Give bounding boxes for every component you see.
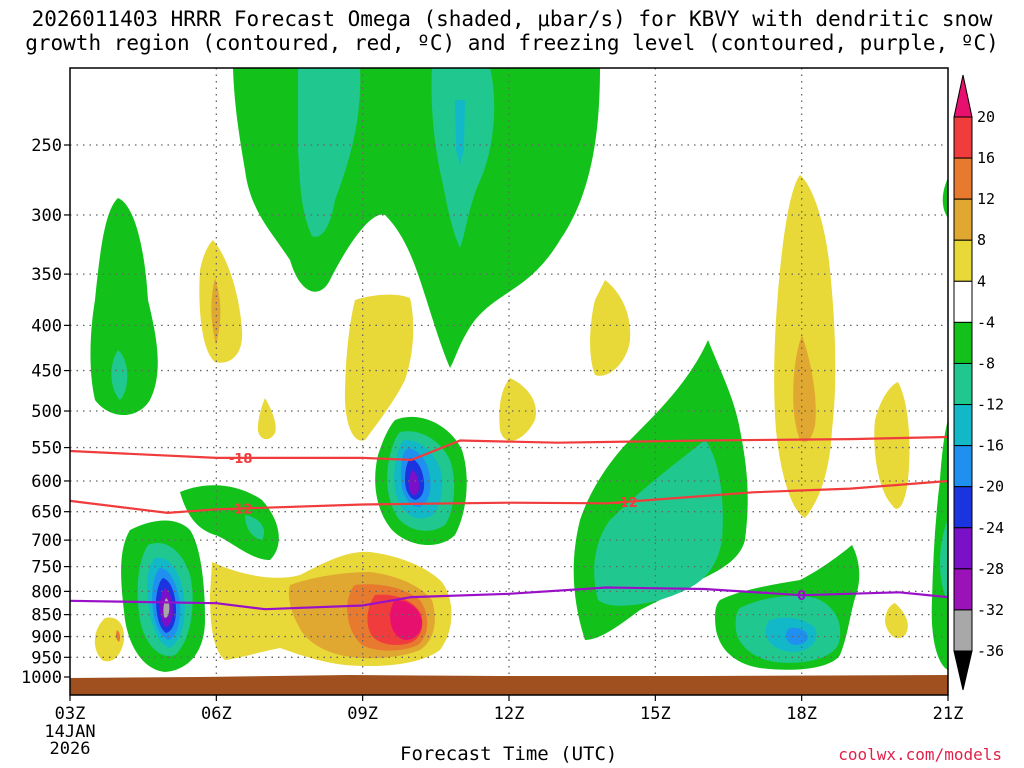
- watermark: coolwx.com/models: [838, 745, 1002, 764]
- colorbar-box: [953, 157, 973, 200]
- omega-region-yellow-c: [344, 294, 414, 441]
- colorbar-tick-label: -28: [977, 560, 1004, 578]
- colorbar-tick-label: 12: [977, 190, 995, 208]
- colorbar-tick-label: 20: [977, 108, 995, 126]
- contour-label: -12: [614, 496, 638, 511]
- x-tick-label: 06Z: [201, 704, 232, 724]
- omega-region-upper-teal: [298, 68, 361, 237]
- omega-region-lower-magenta: [390, 600, 423, 640]
- omega-region-yellow-a: [199, 240, 243, 363]
- x-start-date-label: 14JAN: [44, 722, 95, 742]
- omega-region-yellow-d: [499, 378, 536, 441]
- omega-shaded-field: [90, 68, 948, 672]
- colorbar-box: [953, 321, 973, 364]
- y-tick-label: 1000: [21, 668, 62, 688]
- omega-region-left-teal: [111, 350, 128, 400]
- y-axis: 2503003504004505005506006507007508008509…: [21, 136, 70, 688]
- colorbar-box: [953, 198, 973, 241]
- colorbar-box: [953, 486, 973, 529]
- ground-terrain: [70, 675, 948, 695]
- y-tick-label: 650: [31, 503, 62, 523]
- y-tick-label: 500: [31, 402, 62, 422]
- y-tick-label: 250: [31, 136, 62, 156]
- omega-region-right-edge-green-top: [942, 178, 948, 218]
- colorbar-tick-label: 4: [977, 272, 986, 290]
- y-tick-label: 950: [31, 648, 62, 668]
- temperature-contours: -18 -12 -12 0: [69, 435, 949, 611]
- omega-region-mid-purple: [408, 470, 419, 496]
- x-tick-label: 15Z: [640, 704, 671, 724]
- colorbar-box: [953, 527, 973, 570]
- omega-region-mid-right-teal: [594, 440, 723, 606]
- colorbar-tick-label: -20: [977, 478, 1004, 496]
- colorbar-tick-label: -16: [977, 437, 1004, 455]
- colorbar-cap-top: [953, 74, 973, 118]
- colorbar-tick-label: -36: [977, 642, 1004, 660]
- y-tick-label: 300: [31, 206, 62, 226]
- omega-region-yellow-left-small: [94, 617, 125, 662]
- colorbar-box: [953, 239, 973, 282]
- chart-title-line-1: 2026011403 HRRR Forecast Omega (shaded, …: [31, 7, 993, 31]
- omega-region-yellow-h: [885, 603, 908, 639]
- colorbar-box: [953, 445, 973, 488]
- colorbar-box: [953, 609, 973, 652]
- omega-region-upper-cyan: [455, 100, 465, 165]
- y-tick-label: 750: [31, 558, 62, 578]
- y-tick-label: 550: [31, 439, 62, 459]
- colorbar-tick-label: -24: [977, 519, 1004, 537]
- contour-line-2: [69, 586, 949, 611]
- omega-region-right-edge-green: [931, 420, 948, 670]
- omega-region-left-green: [90, 198, 158, 415]
- contour-label: -12: [229, 503, 253, 518]
- contour-label: -18: [229, 452, 253, 467]
- y-tick-label: 400: [31, 316, 62, 336]
- contour-label: 0: [797, 589, 806, 604]
- y-tick-label: 700: [31, 531, 62, 551]
- colorbar-box: [953, 280, 973, 323]
- omega-region-upper-green: [233, 68, 600, 368]
- x-tick-label: 21Z: [933, 704, 964, 724]
- x-tick-label: 18Z: [786, 704, 817, 724]
- y-tick-label: 450: [31, 362, 62, 382]
- x-tick-label: 09Z: [347, 704, 378, 724]
- x-axis-label: Forecast Time (UTC): [400, 743, 618, 765]
- chart-title-line-2: growth region (contoured, red, ºC) and f…: [25, 31, 999, 55]
- colorbar-tick-label: -12: [977, 396, 1004, 414]
- contour-line-0: [69, 435, 949, 462]
- y-tick-label: 900: [31, 628, 62, 648]
- omega-region-orange-a: [211, 278, 221, 345]
- colorbar: 20 16 12 8 4 -4 -8 -12 -16 -20 -24 -28 -32 -36: [953, 74, 1004, 691]
- omega-region-yellow-b: [257, 398, 276, 440]
- y-tick-label: 350: [31, 265, 62, 285]
- colorbar-box: [953, 116, 973, 159]
- omega-region-lower-right-blue: [786, 627, 808, 645]
- x-tick-label: 03Z: [55, 704, 86, 724]
- y-tick-label: 600: [31, 472, 62, 492]
- y-tick-label: 800: [31, 582, 62, 602]
- y-tick-label: 850: [31, 606, 62, 626]
- colorbar-box: [953, 568, 973, 611]
- colorbar-tick-label: 8: [977, 231, 986, 249]
- colorbar-cap-bottom: [953, 650, 973, 691]
- omega-region-yellow-g: [874, 382, 910, 509]
- x-start-date-label: 2026: [50, 739, 91, 759]
- omega-region-upper-teal-2: [431, 68, 495, 248]
- colorbar-tick-label: -32: [977, 601, 1004, 619]
- omega-region-lower-left-teal-2: [245, 515, 265, 540]
- omega-region-orange-f: [793, 335, 816, 442]
- omega-region-yellow-e: [590, 280, 631, 376]
- grid-lines: [70, 68, 948, 695]
- omega-region-lower-left-green-2: [180, 485, 279, 560]
- x-tick-label: 12Z: [494, 704, 525, 724]
- colorbar-box: [953, 404, 973, 447]
- colorbar-tick-label: -4: [977, 313, 995, 331]
- omega-region-orange-left-small: [115, 630, 121, 642]
- colorbar-box: [953, 362, 973, 406]
- colorbar-tick-label: -8: [977, 354, 995, 372]
- colorbar-tick-label: 16: [977, 149, 995, 167]
- contour-line-1: [69, 479, 949, 515]
